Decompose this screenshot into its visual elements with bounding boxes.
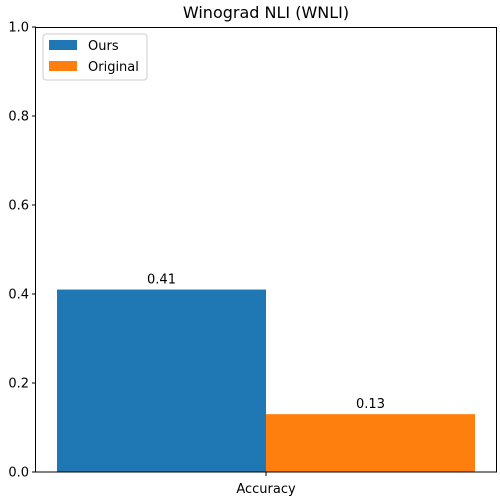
bar-value-label: 0.41 <box>147 273 176 288</box>
y-tick-label: 1.0 <box>8 21 29 36</box>
chart-title: Winograd NLI (WNLI) <box>183 3 349 22</box>
y-tick-label: 0.6 <box>8 199 29 214</box>
bars-group <box>57 289 475 472</box>
y-axis: 0.0 0.2 0.4 0.6 0.8 1.0 <box>8 21 36 481</box>
y-tick-label: 0.4 <box>8 288 29 303</box>
bar-original <box>266 414 475 472</box>
legend-swatch-ours <box>49 40 77 50</box>
y-tick-label: 0.2 <box>8 377 29 392</box>
plot-frame <box>35 27 497 473</box>
bar-value-label: 0.13 <box>356 397 385 412</box>
bar-ours <box>57 289 266 472</box>
legend: Ours Original <box>42 33 148 81</box>
legend-label-ours: Ours <box>88 39 119 54</box>
x-axis: Accuracy <box>236 472 296 497</box>
y-tick-label: 0.0 <box>8 466 29 481</box>
bar-labels-group: 0.41 0.13 <box>147 273 385 413</box>
y-tick-label: 0.8 <box>8 110 29 125</box>
x-tick-label: Accuracy <box>236 482 296 497</box>
legend-swatch-original <box>49 61 77 71</box>
legend-label-original: Original <box>88 60 139 75</box>
